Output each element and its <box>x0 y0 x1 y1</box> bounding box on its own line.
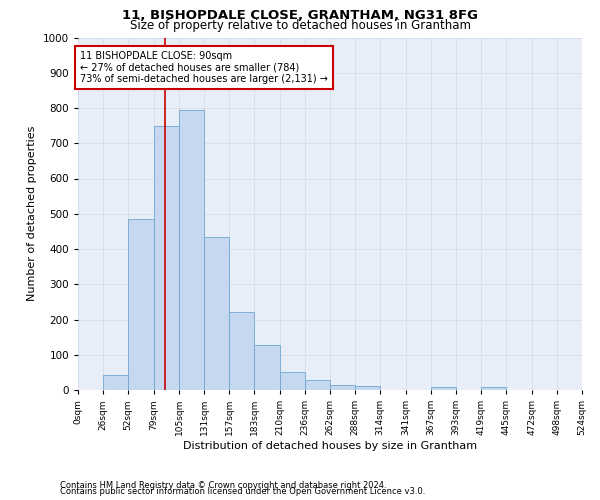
Bar <box>229 312 254 390</box>
Bar <box>179 110 204 390</box>
Bar <box>305 380 330 390</box>
Bar <box>103 375 128 390</box>
Text: Size of property relative to detached houses in Grantham: Size of property relative to detached ho… <box>130 19 470 32</box>
Bar <box>204 238 229 390</box>
Bar <box>254 345 280 390</box>
Bar <box>154 126 179 390</box>
Bar <box>330 384 355 390</box>
Bar <box>128 220 154 390</box>
Bar <box>431 387 456 390</box>
X-axis label: Distribution of detached houses by size in Grantham: Distribution of detached houses by size … <box>183 441 477 451</box>
Y-axis label: Number of detached properties: Number of detached properties <box>27 126 37 302</box>
Bar <box>355 386 380 390</box>
Text: 11, BISHOPDALE CLOSE, GRANTHAM, NG31 8FG: 11, BISHOPDALE CLOSE, GRANTHAM, NG31 8FG <box>122 9 478 22</box>
Text: 11 BISHOPDALE CLOSE: 90sqm
← 27% of detached houses are smaller (784)
73% of sem: 11 BISHOPDALE CLOSE: 90sqm ← 27% of deta… <box>80 50 328 84</box>
Text: Contains HM Land Registry data © Crown copyright and database right 2024.: Contains HM Land Registry data © Crown c… <box>60 481 386 490</box>
Bar <box>481 387 506 390</box>
Bar <box>280 372 305 390</box>
Text: Contains public sector information licensed under the Open Government Licence v3: Contains public sector information licen… <box>60 488 425 496</box>
